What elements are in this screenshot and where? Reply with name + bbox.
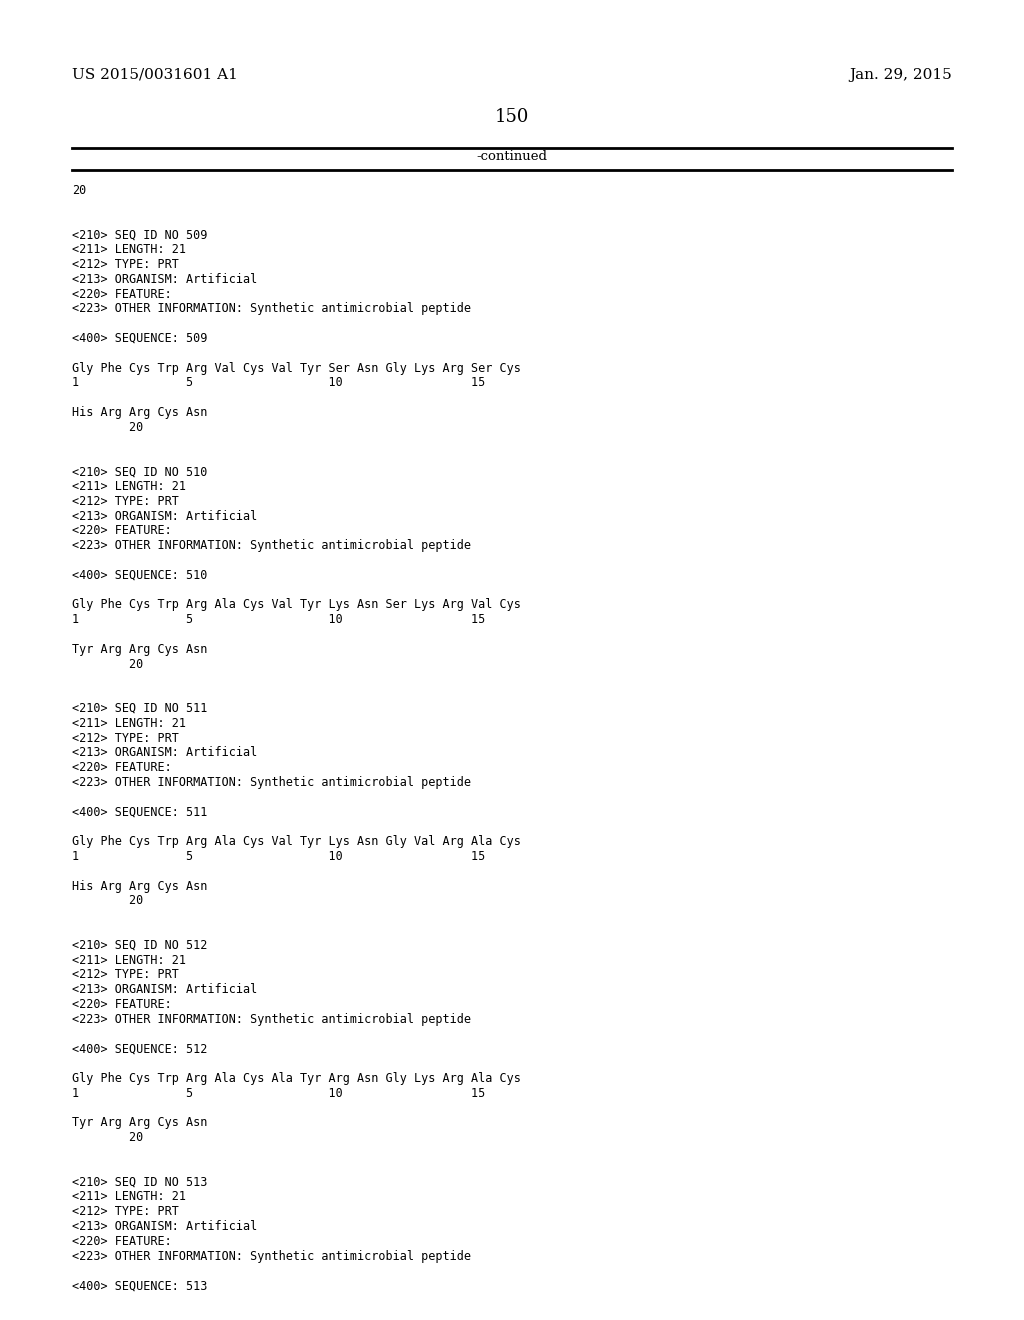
Text: <400> SEQUENCE: 510: <400> SEQUENCE: 510 bbox=[72, 569, 208, 582]
Text: Gly Phe Cys Trp Arg Ala Cys Ala Tyr Arg Asn Gly Lys Arg Ala Cys: Gly Phe Cys Trp Arg Ala Cys Ala Tyr Arg … bbox=[72, 1072, 521, 1085]
Text: <400> SEQUENCE: 509: <400> SEQUENCE: 509 bbox=[72, 333, 208, 345]
Text: 20: 20 bbox=[72, 657, 143, 671]
Text: Gly Phe Cys Trp Arg Val Cys Val Tyr Ser Asn Gly Lys Arg Ser Cys: Gly Phe Cys Trp Arg Val Cys Val Tyr Ser … bbox=[72, 362, 521, 375]
Text: 20: 20 bbox=[72, 421, 143, 434]
Text: US 2015/0031601 A1: US 2015/0031601 A1 bbox=[72, 69, 238, 82]
Text: <210> SEQ ID NO 511: <210> SEQ ID NO 511 bbox=[72, 702, 208, 715]
Text: <213> ORGANISM: Artificial: <213> ORGANISM: Artificial bbox=[72, 746, 257, 759]
Text: <213> ORGANISM: Artificial: <213> ORGANISM: Artificial bbox=[72, 273, 257, 286]
Text: <220> FEATURE:: <220> FEATURE: bbox=[72, 524, 172, 537]
Text: 1               5                   10                  15: 1 5 10 15 bbox=[72, 376, 485, 389]
Text: Tyr Arg Arg Cys Asn: Tyr Arg Arg Cys Asn bbox=[72, 1117, 208, 1130]
Text: <213> ORGANISM: Artificial: <213> ORGANISM: Artificial bbox=[72, 1220, 257, 1233]
Text: Jan. 29, 2015: Jan. 29, 2015 bbox=[849, 69, 952, 82]
Text: <223> OTHER INFORMATION: Synthetic antimicrobial peptide: <223> OTHER INFORMATION: Synthetic antim… bbox=[72, 302, 471, 315]
Text: Tyr Arg Arg Cys Asn: Tyr Arg Arg Cys Asn bbox=[72, 643, 208, 656]
Text: <212> TYPE: PRT: <212> TYPE: PRT bbox=[72, 969, 179, 981]
Text: 1               5                   10                  15: 1 5 10 15 bbox=[72, 614, 485, 626]
Text: -continued: -continued bbox=[476, 150, 548, 162]
Text: <212> TYPE: PRT: <212> TYPE: PRT bbox=[72, 731, 179, 744]
Text: His Arg Arg Cys Asn: His Arg Arg Cys Asn bbox=[72, 879, 208, 892]
Text: <220> FEATURE:: <220> FEATURE: bbox=[72, 1234, 172, 1247]
Text: <210> SEQ ID NO 509: <210> SEQ ID NO 509 bbox=[72, 228, 208, 242]
Text: <213> ORGANISM: Artificial: <213> ORGANISM: Artificial bbox=[72, 983, 257, 997]
Text: <223> OTHER INFORMATION: Synthetic antimicrobial peptide: <223> OTHER INFORMATION: Synthetic antim… bbox=[72, 1012, 471, 1026]
Text: <211> LENGTH: 21: <211> LENGTH: 21 bbox=[72, 717, 186, 730]
Text: <210> SEQ ID NO 510: <210> SEQ ID NO 510 bbox=[72, 465, 208, 478]
Text: 20: 20 bbox=[72, 895, 143, 907]
Text: <211> LENGTH: 21: <211> LENGTH: 21 bbox=[72, 1191, 186, 1204]
Text: <213> ORGANISM: Artificial: <213> ORGANISM: Artificial bbox=[72, 510, 257, 523]
Text: <220> FEATURE:: <220> FEATURE: bbox=[72, 288, 172, 301]
Text: 20: 20 bbox=[72, 183, 86, 197]
Text: 20: 20 bbox=[72, 1131, 143, 1144]
Text: <212> TYPE: PRT: <212> TYPE: PRT bbox=[72, 257, 179, 271]
Text: <220> FEATURE:: <220> FEATURE: bbox=[72, 998, 172, 1011]
Text: 1               5                   10                  15: 1 5 10 15 bbox=[72, 1086, 485, 1100]
Text: His Arg Arg Cys Asn: His Arg Arg Cys Asn bbox=[72, 407, 208, 418]
Text: <212> TYPE: PRT: <212> TYPE: PRT bbox=[72, 1205, 179, 1218]
Text: <212> TYPE: PRT: <212> TYPE: PRT bbox=[72, 495, 179, 508]
Text: Gly Phe Cys Trp Arg Ala Cys Val Tyr Lys Asn Gly Val Arg Ala Cys: Gly Phe Cys Trp Arg Ala Cys Val Tyr Lys … bbox=[72, 836, 521, 849]
Text: <400> SEQUENCE: 513: <400> SEQUENCE: 513 bbox=[72, 1279, 208, 1292]
Text: <223> OTHER INFORMATION: Synthetic antimicrobial peptide: <223> OTHER INFORMATION: Synthetic antim… bbox=[72, 539, 471, 552]
Text: <211> LENGTH: 21: <211> LENGTH: 21 bbox=[72, 953, 186, 966]
Text: Gly Phe Cys Trp Arg Ala Cys Val Tyr Lys Asn Ser Lys Arg Val Cys: Gly Phe Cys Trp Arg Ala Cys Val Tyr Lys … bbox=[72, 598, 521, 611]
Text: <211> LENGTH: 21: <211> LENGTH: 21 bbox=[72, 243, 186, 256]
Text: <211> LENGTH: 21: <211> LENGTH: 21 bbox=[72, 480, 186, 492]
Text: <400> SEQUENCE: 511: <400> SEQUENCE: 511 bbox=[72, 805, 208, 818]
Text: <400> SEQUENCE: 512: <400> SEQUENCE: 512 bbox=[72, 1043, 208, 1056]
Text: <210> SEQ ID NO 512: <210> SEQ ID NO 512 bbox=[72, 939, 208, 952]
Text: <220> FEATURE:: <220> FEATURE: bbox=[72, 762, 172, 775]
Text: 150: 150 bbox=[495, 108, 529, 125]
Text: <210> SEQ ID NO 513: <210> SEQ ID NO 513 bbox=[72, 1176, 208, 1188]
Text: <223> OTHER INFORMATION: Synthetic antimicrobial peptide: <223> OTHER INFORMATION: Synthetic antim… bbox=[72, 776, 471, 789]
Text: 1               5                   10                  15: 1 5 10 15 bbox=[72, 850, 485, 863]
Text: <223> OTHER INFORMATION: Synthetic antimicrobial peptide: <223> OTHER INFORMATION: Synthetic antim… bbox=[72, 1250, 471, 1263]
